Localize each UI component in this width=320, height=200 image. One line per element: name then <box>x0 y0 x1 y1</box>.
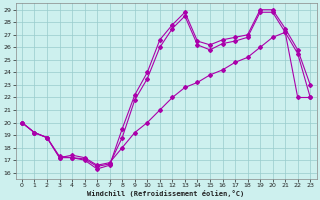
X-axis label: Windchill (Refroidissement éolien,°C): Windchill (Refroidissement éolien,°C) <box>87 190 245 197</box>
